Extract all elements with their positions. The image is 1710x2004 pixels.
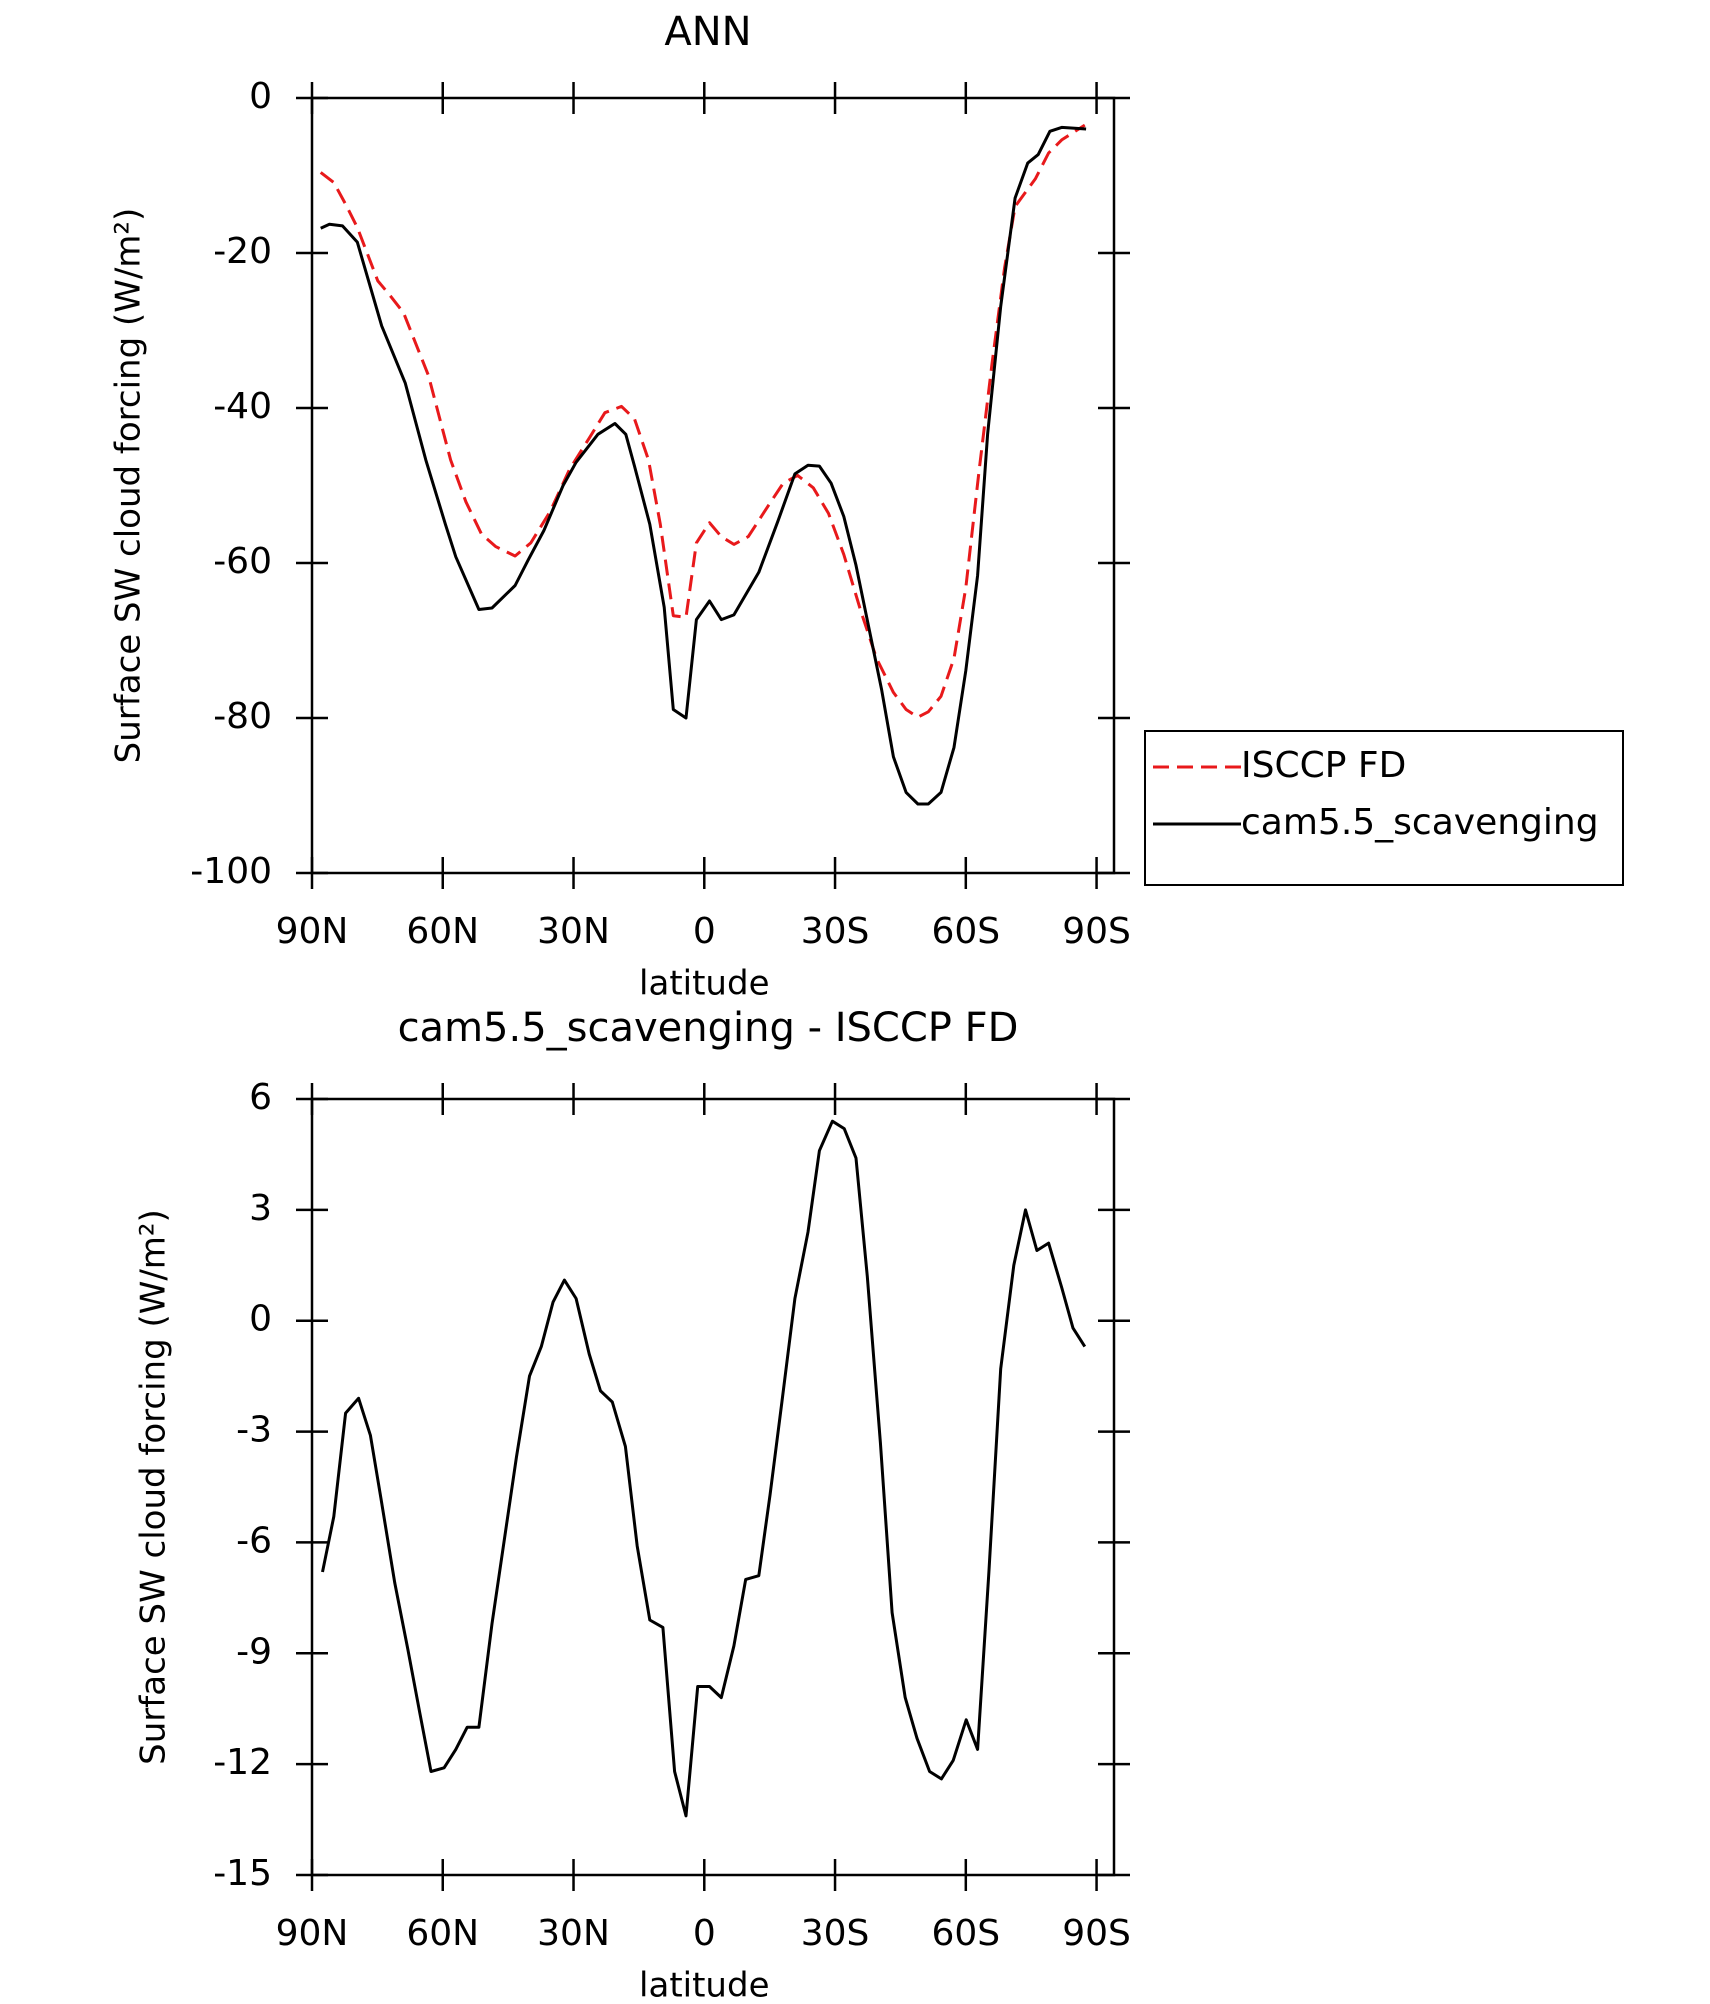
y-tick-label: -9 (236, 1631, 272, 1672)
x-tick-label: 30S (801, 1913, 870, 1954)
y-tick-label: -40 (213, 386, 272, 427)
x-tick-label: 90N (276, 911, 349, 952)
y-tick-label: -60 (213, 541, 272, 582)
y-tick-label: -100 (190, 851, 272, 892)
y-tick-label: -15 (213, 1853, 272, 1894)
legend-label: cam5.5_scavenging (1241, 802, 1599, 843)
chart-title: cam5.5_scavenging - ISCCP FD (398, 1005, 1019, 1051)
x-tick-label: 0 (693, 1913, 716, 1954)
y-tick-label: -20 (213, 231, 272, 272)
x-tick-label: 60N (406, 1913, 479, 1954)
y-tick-label: 3 (249, 1188, 272, 1229)
x-tick-label: 60S (931, 911, 1000, 952)
y-tick-label: -12 (213, 1742, 272, 1783)
x-tick-label: 60S (931, 1913, 1000, 1954)
legend-label: ISCCP FD (1241, 745, 1406, 786)
series-line (320, 125, 1087, 806)
x-tick-label: 90S (1062, 1913, 1131, 1954)
y-tick-label: 0 (249, 76, 272, 117)
y-tick-label: 6 (249, 1077, 272, 1118)
x-axis-label: latitude (639, 964, 769, 1004)
y-axis-label: Surface SW cloud forcing (W/m²) (134, 1209, 174, 1765)
series-line (319, 123, 1086, 719)
y-tick-label: -80 (213, 696, 272, 737)
x-tick-label: 0 (693, 911, 716, 952)
x-tick-label: 30N (537, 911, 610, 952)
legend-box (1144, 730, 1624, 886)
x-axis-label: latitude (639, 1966, 769, 2004)
chart-title: ANN (664, 9, 751, 55)
x-tick-label: 90S (1062, 911, 1131, 952)
x-tick-label: 60N (406, 911, 479, 952)
y-tick-label: -6 (236, 1520, 272, 1561)
x-tick-label: 30S (801, 911, 870, 952)
y-axis-label: Surface SW cloud forcing (W/m²) (109, 208, 149, 764)
series-line (321, 1119, 1087, 1818)
x-tick-label: 90N (276, 1913, 349, 1954)
plot-frame (310, 96, 1116, 875)
y-tick-label: 0 (249, 1299, 272, 1340)
plot-frame (310, 1097, 1116, 1877)
x-tick-label: 30N (537, 1913, 610, 1954)
y-tick-label: -3 (236, 1410, 272, 1451)
